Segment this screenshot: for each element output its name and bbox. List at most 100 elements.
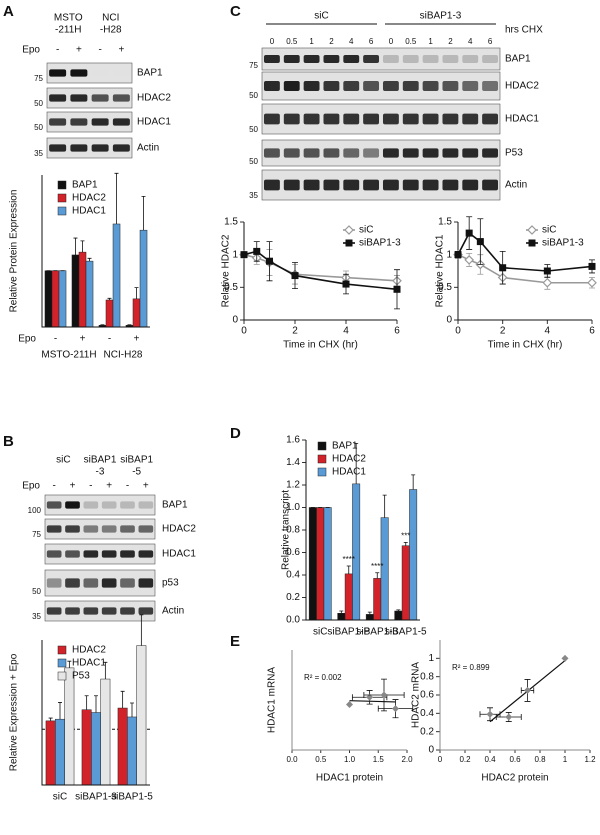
point xyxy=(266,257,273,265)
error-bar xyxy=(67,660,72,668)
y-axis-label: Relative HDAC1 xyxy=(435,234,446,307)
y-tick-label: 1.6 xyxy=(286,435,300,446)
protein-label: P53 xyxy=(505,148,523,159)
blot-band xyxy=(49,94,67,102)
x-tick-label: 2 xyxy=(500,326,506,337)
error-bar xyxy=(103,661,108,680)
blot-band xyxy=(65,607,80,615)
trendline xyxy=(349,700,396,703)
blot-band xyxy=(138,501,154,509)
x-tick-label: siC xyxy=(53,792,67,803)
blot-band xyxy=(323,55,340,63)
error-bar xyxy=(94,695,98,713)
blot-header: siC xyxy=(314,11,328,22)
point xyxy=(465,229,473,237)
x-tick-label: 6 xyxy=(394,326,400,337)
y-tick-label: 0.2 xyxy=(286,592,300,603)
protein-label: BAP1 xyxy=(505,54,531,65)
bar xyxy=(394,610,403,621)
lane-label: 6 xyxy=(488,37,493,46)
significance: *** xyxy=(401,531,410,540)
legend-label: HDAC1 xyxy=(72,658,106,669)
x-tick-label: 0 xyxy=(438,755,443,764)
blot-band xyxy=(263,80,280,92)
point xyxy=(253,247,261,255)
blot-band xyxy=(263,179,280,191)
legend-swatch xyxy=(57,180,67,190)
blot-band xyxy=(263,113,280,125)
panel-label: C xyxy=(230,3,241,20)
y-axis-label: HDAC2 mRNA xyxy=(411,662,422,728)
blot-band xyxy=(462,113,479,125)
blot-band xyxy=(83,578,99,588)
blot-band xyxy=(382,113,399,125)
legend-label: siBAP1-3 xyxy=(359,238,401,249)
x-axis-label: Time in CHX (hr) xyxy=(283,340,358,351)
significance: **** xyxy=(371,562,383,571)
blot-band xyxy=(343,179,360,191)
blot-strip xyxy=(44,518,156,540)
bar xyxy=(308,507,317,621)
bar xyxy=(64,667,75,786)
y-tick-label: 0.6 xyxy=(420,690,434,701)
blot-header: siBAP1-3 xyxy=(420,11,462,22)
blot-header: MSTO xyxy=(54,13,83,24)
lane-label: 6 xyxy=(369,37,374,46)
mw-marker: 75 xyxy=(32,530,41,539)
x-tick-label: 0.8 xyxy=(534,755,546,764)
bar xyxy=(100,678,111,786)
blot-band xyxy=(442,55,459,63)
blot-strip xyxy=(44,569,156,597)
blot-band xyxy=(343,80,360,92)
blot-band xyxy=(91,69,109,77)
mw-marker: 100 xyxy=(28,506,42,515)
x-tick-label: - xyxy=(54,334,57,345)
x-axis-label: HDAC1 protein xyxy=(316,773,383,784)
lane-label: 0 xyxy=(270,37,275,46)
blot-strip xyxy=(44,494,156,516)
point xyxy=(392,705,399,713)
panel-label: E xyxy=(230,633,240,650)
bar xyxy=(409,489,418,621)
blot-band xyxy=(101,501,117,509)
blot-band xyxy=(112,69,130,77)
bar xyxy=(365,614,374,621)
bar xyxy=(55,718,65,786)
blot-strip xyxy=(46,137,133,159)
y-tick-label: 0.5 xyxy=(224,282,238,293)
x-tick-label: 1.0 xyxy=(344,755,356,764)
blot-band xyxy=(120,501,135,509)
bar xyxy=(81,709,92,786)
x-tick-label: siBAP1-5 xyxy=(111,792,153,803)
y-tick-label: 0.6 xyxy=(286,547,300,558)
point xyxy=(561,654,569,662)
blot-band xyxy=(482,55,499,63)
blot-band xyxy=(363,179,380,191)
point xyxy=(524,686,531,694)
blot-band xyxy=(323,148,340,158)
bar xyxy=(316,507,325,621)
point xyxy=(476,238,484,246)
blot-band xyxy=(283,148,300,158)
legend-swatch xyxy=(57,193,67,203)
blot-band xyxy=(402,55,419,63)
axes xyxy=(41,175,150,328)
blot-band xyxy=(382,148,399,158)
error-bar xyxy=(339,610,344,614)
bar xyxy=(85,260,94,328)
lane-label: 2 xyxy=(329,37,334,46)
blot-band xyxy=(363,55,380,63)
blot-band xyxy=(91,144,109,152)
blot-band xyxy=(112,118,130,126)
blot-band xyxy=(49,144,67,152)
blot-band xyxy=(101,550,117,558)
bar xyxy=(44,270,53,328)
lane-label: - xyxy=(52,481,55,492)
blot-band xyxy=(138,607,154,615)
mw-marker: 50 xyxy=(34,123,43,132)
blot-band xyxy=(65,501,80,509)
error-bar xyxy=(139,614,144,646)
bar xyxy=(112,223,121,328)
lane-label: + xyxy=(143,481,149,492)
lane-label: 2 xyxy=(448,37,453,46)
